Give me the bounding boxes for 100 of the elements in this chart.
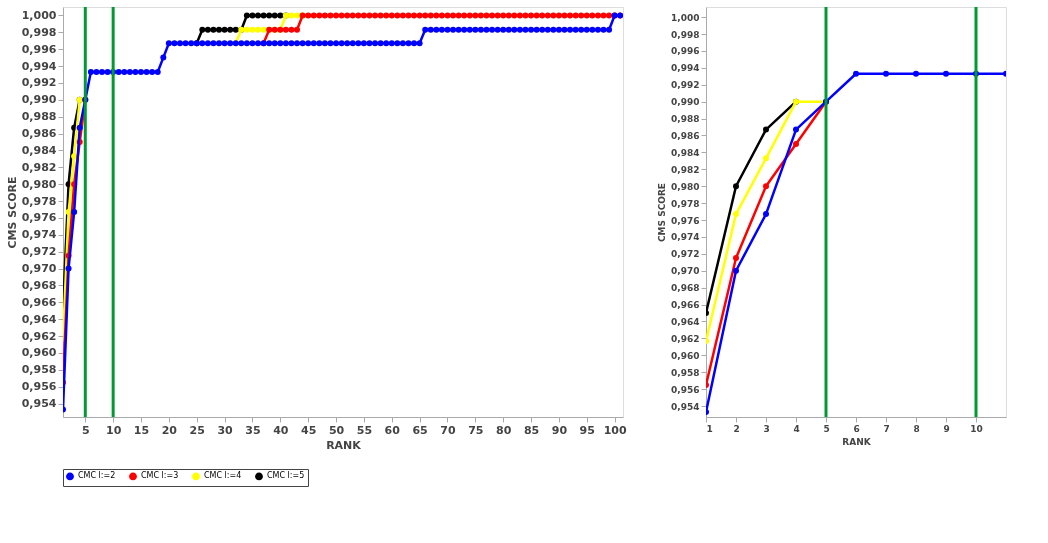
x-tick-label: 35 (245, 423, 261, 437)
point (266, 12, 273, 19)
y-tick-label: 0,954 (21, 397, 57, 410)
y-tick-label: 0,958 (671, 367, 700, 378)
y-tick-label: 0,992 (671, 80, 700, 91)
y-tick-label: 1,000 (671, 12, 700, 23)
y-tick-label: 0,996 (21, 42, 57, 56)
point (763, 126, 769, 133)
x-axis-title: RANK (842, 436, 872, 447)
y-tick-label: 0,970 (671, 266, 700, 277)
y-tick-label: 0,970 (21, 262, 57, 276)
y-tick-label: 0,976 (671, 215, 700, 226)
point (210, 26, 217, 33)
y-tick-label: 0,982 (21, 160, 57, 174)
x-tick-label: 8 (913, 423, 920, 434)
point (71, 153, 78, 160)
y-tick-label: 0,996 (671, 46, 700, 57)
x-tick-label: 40 (273, 423, 289, 437)
y-axis-title: CMS SCORE (657, 183, 668, 242)
y-tick-label: 0,962 (671, 333, 700, 344)
y-tick-label: 0,968 (21, 278, 57, 292)
point (243, 26, 250, 33)
y-tick-label: 0,956 (21, 380, 57, 394)
y-tick-label: 0,972 (21, 245, 57, 259)
y-tick-label: 0,980 (21, 177, 57, 191)
legend-label: CMC l:=5 (267, 471, 305, 481)
point (294, 12, 301, 19)
legend-label: CMC l:=2 (78, 471, 116, 481)
x-axis-title: RANK (326, 438, 362, 452)
y-tick-label: 0,962 (21, 329, 57, 343)
point (260, 26, 267, 33)
y-tick-label: 0,960 (21, 346, 57, 360)
y-tick-label: 0,978 (671, 198, 700, 209)
x-tick-label: 7 (883, 423, 890, 434)
x-tick-label: 5 (823, 423, 830, 434)
y-tick-label: 0,958 (21, 363, 57, 377)
x-tick-label: 15 (133, 423, 150, 437)
x-tick-label: 95 (579, 423, 595, 437)
point (243, 12, 250, 19)
y-tick-label: 0,976 (21, 211, 57, 225)
point (199, 26, 206, 33)
point (763, 155, 769, 162)
legend-label: CMC l:=3 (141, 471, 179, 481)
x-tick-label: 4 (793, 423, 800, 434)
point (733, 183, 739, 190)
point (65, 209, 72, 215)
y-tick-label: 0,956 (671, 384, 700, 395)
x-tick-label: 9 (943, 423, 950, 434)
point (913, 70, 919, 77)
x-tick-label: 45 (301, 423, 317, 437)
y-tick-label: 0,988 (671, 114, 700, 125)
x-tick-label: 65 (412, 423, 428, 437)
x-tick-label: 90 (551, 423, 568, 437)
y-tick-label: 0,982 (671, 164, 700, 175)
y-tick-label: 0,974 (671, 232, 700, 243)
y-tick-label: 0,964 (671, 316, 700, 327)
point (943, 70, 949, 77)
x-tick-label: 10 (105, 423, 122, 437)
point (249, 12, 256, 19)
point (255, 26, 262, 33)
x-tick-label: 30 (217, 423, 234, 437)
point (277, 12, 284, 19)
y-tick-label: 0,994 (21, 59, 57, 73)
y-tick-label: 0,998 (671, 29, 700, 40)
y-tick-label: 0,992 (21, 76, 57, 90)
x-tick-label: 20 (161, 423, 178, 437)
point (763, 183, 769, 190)
y-tick-label: 1,000 (21, 8, 57, 22)
x-tick-label: 6 (853, 423, 860, 434)
y-tick-label: 0,990 (671, 97, 700, 108)
point (227, 26, 234, 33)
y-tick-label: 0,978 (21, 194, 57, 208)
point (733, 267, 739, 274)
x-tick-label: 85 (523, 423, 540, 437)
y-tick-label: 0,986 (21, 127, 57, 141)
x-tick-label: 3 (763, 423, 770, 434)
y-tick-label: 0,974 (21, 228, 57, 242)
point (216, 26, 223, 33)
point (763, 211, 769, 218)
point (255, 12, 262, 19)
x-tick-label: 5 (81, 423, 90, 437)
point (260, 12, 267, 19)
point (232, 26, 239, 33)
point (853, 70, 859, 77)
x-tick-label: 70 (440, 423, 456, 437)
x-tick-label: 10 (970, 423, 983, 434)
legend-label: CMC l:=4 (204, 471, 242, 481)
point (793, 126, 799, 133)
x-tick-label: 25 (189, 423, 205, 437)
x-tick-label: 75 (468, 423, 484, 437)
point (793, 140, 799, 147)
y-tick-label: 0,954 (671, 401, 700, 412)
x-tick-label: 55 (356, 423, 373, 437)
y-tick-label: 0,988 (21, 110, 57, 124)
y-tick-label: 0,980 (671, 181, 700, 192)
y-tick-label: 0,966 (671, 300, 700, 311)
point (249, 26, 256, 33)
y-tick-label: 0,964 (21, 312, 57, 326)
x-tick-label: 60 (384, 423, 401, 437)
point (733, 211, 739, 218)
